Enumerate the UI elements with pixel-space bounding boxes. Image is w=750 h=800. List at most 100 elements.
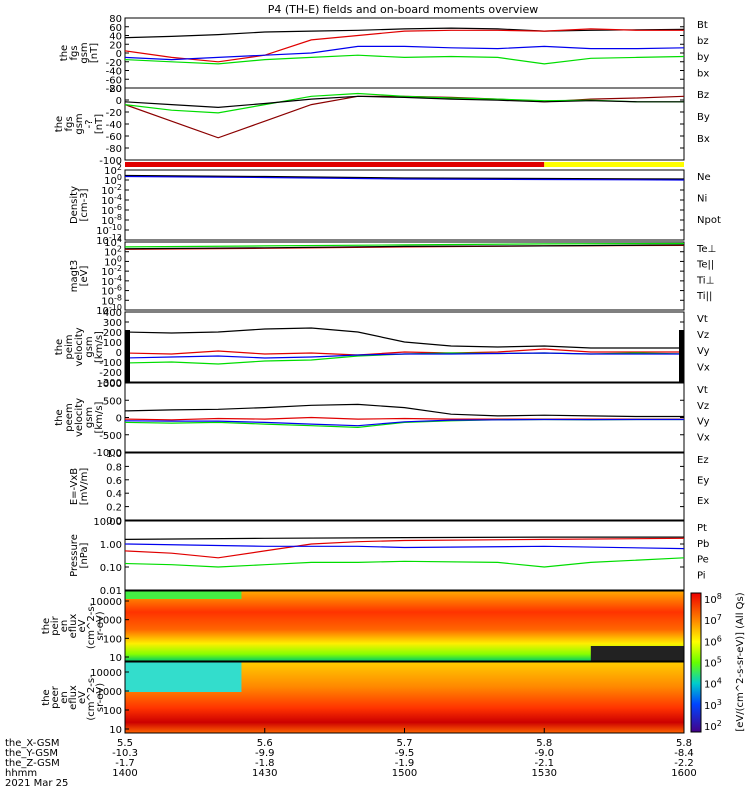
legend-entry: Vx	[697, 362, 710, 373]
y-axis-label: gsm	[74, 113, 85, 134]
y-tick-label: -80	[106, 144, 122, 155]
y-tick-label: 80	[109, 14, 122, 25]
legend-entry: Ne	[697, 172, 711, 183]
series-line	[124, 418, 684, 427]
y-tick-label: 10-2	[101, 183, 122, 197]
legend-entry: Ey	[697, 476, 709, 487]
colorbar-label: [eV/(cm^2-s-sr-eV)] (All Qs)	[735, 592, 746, 731]
x-tick-label: 5.8	[676, 738, 692, 749]
legend-entry: Ni	[697, 193, 707, 204]
y-tick-label: 10000	[90, 597, 122, 608]
y-axis-label: eflux	[68, 685, 79, 710]
spectrogram	[124, 590, 685, 662]
spectrogram-region	[590, 646, 684, 661]
colorbar-tick-label: 102	[704, 719, 722, 733]
y-tick-label: 40	[109, 32, 122, 43]
x-tick-label: 1430	[252, 768, 277, 779]
y-tick-label: 10-2	[101, 264, 122, 278]
x-axis-row-label: the_Z-GSM	[5, 758, 60, 769]
legend-entry: Vy	[697, 346, 710, 357]
y-tick-label: -20	[106, 108, 122, 119]
legend-entry: Bz	[697, 90, 709, 101]
series-line	[124, 348, 684, 356]
y-axis-label: en	[59, 620, 70, 633]
series-line	[124, 352, 685, 365]
legend-entry: Ex	[697, 496, 709, 507]
x-tick-label: -9.0	[534, 748, 554, 759]
x-tick-label: 1600	[671, 768, 696, 779]
y-tick-label: 1000	[97, 616, 122, 627]
y-tick-label: 0.0	[106, 516, 122, 527]
y-tick-label: 200	[103, 328, 122, 339]
data-gap-bar	[679, 330, 684, 382]
panel-frame	[124, 452, 685, 521]
y-tick-label: 400	[103, 308, 122, 319]
legend-entry: bz	[697, 36, 709, 47]
y-tick-label: 10000	[90, 668, 122, 679]
legend-entry: by	[697, 52, 709, 63]
y-tick-label: 10-10	[96, 223, 122, 237]
panel-frame	[124, 311, 685, 383]
y-tick-label: 10-12	[96, 233, 122, 247]
y-tick-label: -100	[99, 156, 122, 167]
series-line	[124, 95, 684, 109]
colorbar	[690, 592, 702, 733]
y-axis-label: [km/s]	[94, 401, 105, 433]
colorbar-tick-label: 106	[704, 634, 722, 648]
series-line	[124, 95, 685, 139]
y-tick-label: 0.8	[106, 462, 122, 473]
spectrogram-region	[125, 662, 242, 692]
legend-entry: Te⊥	[696, 244, 716, 255]
y-tick-label: 100	[103, 338, 122, 349]
y-tick-label: 10	[109, 653, 122, 664]
x-tick-label: -9.9	[255, 748, 275, 759]
x-tick-label: 1400	[112, 768, 137, 779]
y-axis-label: eV	[77, 691, 88, 704]
date-label: 2021 Mar 25	[5, 778, 68, 789]
y-tick-label: 100	[104, 254, 122, 268]
y-tick-label: 60	[109, 23, 122, 34]
y-axis-label: the	[54, 339, 65, 355]
y-axis-label: en	[59, 691, 70, 704]
y-tick-label: 300	[103, 318, 122, 329]
y-axis-label: peem	[64, 403, 75, 431]
legend-entry: bx	[697, 68, 709, 79]
x-axis-row-label: the_X-GSM	[5, 738, 59, 749]
series-line	[124, 28, 684, 63]
series-line	[124, 403, 684, 418]
y-axis-label: peir	[50, 615, 61, 635]
legend-entry: Bx	[697, 134, 710, 145]
y-tick-label: -100	[99, 358, 122, 369]
y-tick-label: 102	[104, 163, 122, 177]
y-tick-label: 0.4	[106, 489, 122, 500]
y-tick-label: 10-4	[101, 193, 122, 207]
x-tick-label: 5.7	[397, 738, 413, 749]
x-tick-label: -8.4	[674, 748, 694, 759]
y-axis-label: sr-eV)	[95, 611, 106, 640]
legend-entry: Pt	[697, 523, 707, 534]
y-tick-label: 0	[116, 49, 122, 60]
legend-entry: Vx	[697, 433, 710, 444]
y-axis-label: fgs	[64, 116, 75, 131]
mode-bar-yellow	[544, 162, 684, 167]
legend-entry: Pb	[697, 539, 709, 550]
x-axis-row-label: the_Y-GSM	[5, 748, 58, 759]
x-tick-label: -2.1	[534, 758, 554, 769]
legend-entry: Vt	[697, 385, 708, 396]
y-tick-label: 104	[104, 235, 122, 249]
y-tick-label: 10-8	[101, 293, 122, 307]
y-axis-label: (cm^2-s-	[86, 602, 97, 649]
y-tick-label: -40	[106, 67, 122, 78]
y-tick-label: 1.00	[100, 540, 122, 551]
y-axis-label: magt3	[69, 260, 80, 293]
legend-entry: Pe	[697, 555, 709, 566]
legend-entry: Bt	[697, 20, 708, 31]
legend-entry: Vt	[697, 314, 708, 325]
y-tick-label: 1000	[97, 379, 122, 390]
mode-bar-red	[125, 162, 545, 167]
spectrogram	[124, 661, 685, 734]
colorbar-tick-label: 107	[704, 613, 722, 627]
legend-entry: Ez	[697, 455, 709, 466]
x-tick-label: -1.8	[255, 758, 275, 769]
